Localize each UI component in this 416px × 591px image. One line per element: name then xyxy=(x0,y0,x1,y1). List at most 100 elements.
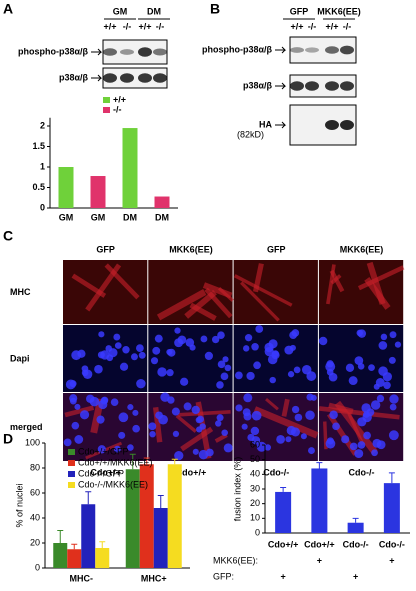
genotype-label: Cdo+/+ xyxy=(90,467,121,477)
band xyxy=(305,81,319,91)
genotype: -/- xyxy=(156,21,165,31)
nucleus xyxy=(244,334,253,342)
nucleus xyxy=(198,449,209,460)
nucleus xyxy=(63,438,72,447)
nucleus xyxy=(69,380,77,388)
nucleus xyxy=(268,339,278,349)
genotype: +/+ xyxy=(103,21,116,31)
nucleus xyxy=(77,349,86,358)
myotube xyxy=(265,398,279,411)
nucleus xyxy=(383,381,391,390)
nucleus xyxy=(174,451,184,461)
genotype: +/+ xyxy=(290,21,303,31)
nucleus xyxy=(223,443,233,453)
error-bar xyxy=(143,457,150,465)
band xyxy=(138,47,152,57)
error-bar xyxy=(99,541,106,548)
column-header: MKK6(EE) xyxy=(169,244,213,254)
nucleus xyxy=(366,408,375,417)
nucleus xyxy=(378,341,388,350)
bar xyxy=(81,504,96,568)
nucleus xyxy=(325,361,336,372)
nucleus xyxy=(154,334,163,343)
nucleus xyxy=(108,348,118,358)
error-bar xyxy=(85,491,92,505)
legend-label: Cdo-/-/GFP xyxy=(78,468,124,478)
blot-group: GFP xyxy=(290,6,309,16)
y-tick-label: 60 xyxy=(30,487,40,497)
error-bar xyxy=(280,487,287,492)
y-tick-label: 60 xyxy=(250,439,260,449)
nucleus xyxy=(256,441,267,452)
y-tick-label: 0 xyxy=(40,202,45,212)
myotube xyxy=(233,274,293,307)
nucleus xyxy=(157,367,167,377)
myotube xyxy=(240,281,280,322)
band xyxy=(153,48,167,56)
blot-group: MKK6(EE) xyxy=(317,6,361,16)
y-tick-label: 30 xyxy=(250,483,260,493)
legend-swatch xyxy=(103,107,110,113)
legend-label: -/- xyxy=(113,104,122,114)
nucleus xyxy=(345,363,355,372)
nucleus xyxy=(305,410,315,420)
nucleus xyxy=(389,394,399,404)
bar xyxy=(139,464,154,568)
nucleus xyxy=(150,357,159,365)
nucleus xyxy=(354,356,364,365)
legend-swatch xyxy=(68,460,75,466)
nucleus xyxy=(172,430,180,438)
x-tick-label: Cdo-/- xyxy=(379,539,405,549)
nucleus xyxy=(264,347,274,357)
myotube xyxy=(184,289,217,319)
bar xyxy=(125,469,140,568)
nucleus xyxy=(110,398,119,406)
band xyxy=(153,73,167,83)
nucleus xyxy=(380,333,388,341)
nucleus xyxy=(118,431,126,439)
genotype: -/- xyxy=(343,21,352,31)
genotype: -/- xyxy=(308,21,317,31)
nucleus xyxy=(174,338,184,348)
nucleus xyxy=(183,402,192,411)
row-label: GFP: xyxy=(213,571,234,581)
error-bar xyxy=(388,472,395,484)
column-header: GFP xyxy=(267,244,286,254)
nucleus xyxy=(294,413,303,422)
treatment-mark: + xyxy=(317,555,322,565)
error-bar xyxy=(57,530,64,543)
y-tick-label: 0.5 xyxy=(32,182,45,192)
nucleus xyxy=(136,344,144,353)
y-tick-label: 40 xyxy=(250,469,260,479)
panel-label: B xyxy=(210,1,220,17)
band xyxy=(340,120,354,130)
nucleus xyxy=(113,333,121,341)
nucleus xyxy=(174,327,181,334)
bar xyxy=(90,176,106,208)
treatment-mark: + xyxy=(280,571,285,581)
nucleus xyxy=(74,435,84,444)
genotype-label: Cdo+/+ xyxy=(176,467,207,477)
blot-group: DM xyxy=(147,6,161,16)
nucleus xyxy=(200,335,208,343)
x-tick-label: GM xyxy=(59,212,74,222)
bar xyxy=(167,464,182,568)
myotube xyxy=(253,406,319,439)
nucleus xyxy=(192,448,199,455)
y-tick-label: 2 xyxy=(40,120,45,130)
blot-group: GM xyxy=(113,6,128,16)
nucleus xyxy=(356,329,363,337)
genotype: +/+ xyxy=(138,21,151,31)
bar xyxy=(53,543,68,568)
band xyxy=(340,45,354,55)
nucleus xyxy=(301,365,312,375)
myotube xyxy=(366,261,386,305)
treatment-mark: + xyxy=(389,555,394,565)
column-header: GFP xyxy=(96,244,115,254)
nucleus xyxy=(113,445,121,453)
y-tick-label: 20 xyxy=(30,537,40,547)
nucleus xyxy=(199,423,206,430)
blot-row-label: phospho-p38α/β xyxy=(18,46,89,56)
genotype-label: Cdo-/- xyxy=(263,467,289,477)
